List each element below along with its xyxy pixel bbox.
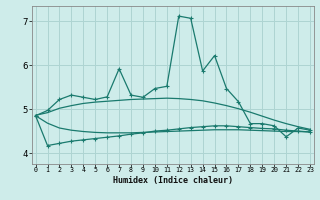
X-axis label: Humidex (Indice chaleur): Humidex (Indice chaleur) [113,176,233,185]
